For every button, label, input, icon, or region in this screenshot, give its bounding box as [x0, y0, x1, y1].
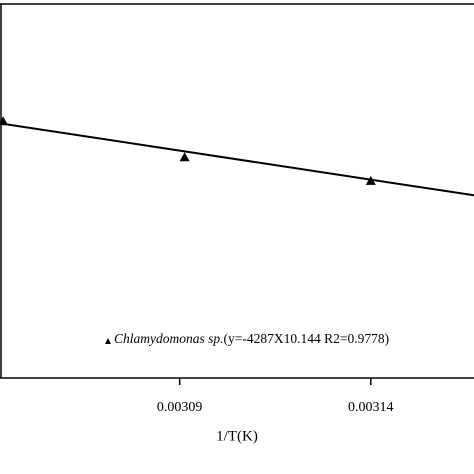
x-tick-label: 0.00314 — [348, 400, 394, 415]
legend-entry: Chlamydomonas sp.(y=-4287X10.144 R2=0.97… — [114, 331, 389, 346]
legend-marker — [105, 338, 111, 344]
fit-line — [0, 122, 474, 197]
data-point — [179, 152, 190, 162]
x-axis-label: 1/T(K) — [216, 428, 258, 444]
x-tick-label: 0.00309 — [157, 400, 203, 415]
data-point — [365, 175, 376, 185]
legend-annotation: (y=-4287X10.144 R2=0.9778) — [224, 331, 390, 346]
legend-series-name: Chlamydomonas sp. — [114, 331, 224, 346]
data-point — [0, 116, 9, 126]
